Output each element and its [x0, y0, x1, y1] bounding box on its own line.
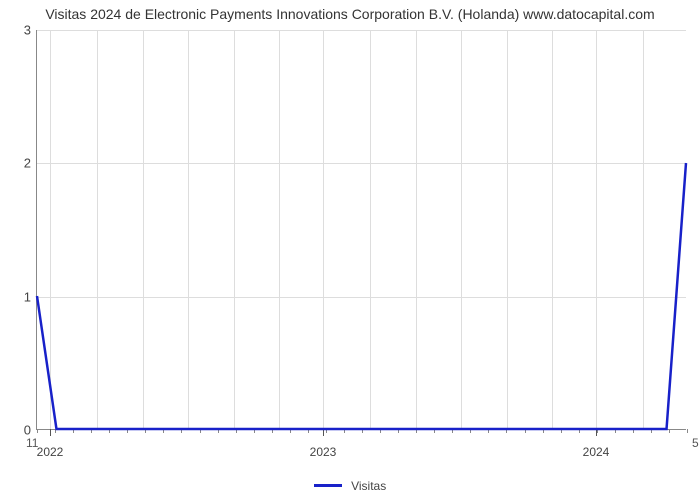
x-major-label: 2022 — [37, 429, 64, 459]
x-minor-tick — [687, 429, 688, 433]
secondary-right-label: 5 — [692, 436, 699, 450]
y-tick-label: 1 — [24, 289, 37, 304]
legend-label: Visitas — [351, 479, 386, 493]
x-minor-tick — [669, 429, 670, 433]
chart-title: Visitas 2024 de Electronic Payments Inno… — [0, 6, 700, 22]
y-tick-label: 2 — [24, 156, 37, 171]
chart-plot-area: 0123202220232024 — [36, 30, 686, 430]
series-line — [37, 30, 686, 429]
x-major-label: 2024 — [583, 429, 610, 459]
y-tick-label: 3 — [24, 23, 37, 38]
x-major-label: 2023 — [310, 429, 337, 459]
secondary-left-label: 11 — [26, 436, 38, 450]
chart-legend: Visitas — [0, 478, 700, 493]
legend-swatch — [314, 484, 342, 487]
